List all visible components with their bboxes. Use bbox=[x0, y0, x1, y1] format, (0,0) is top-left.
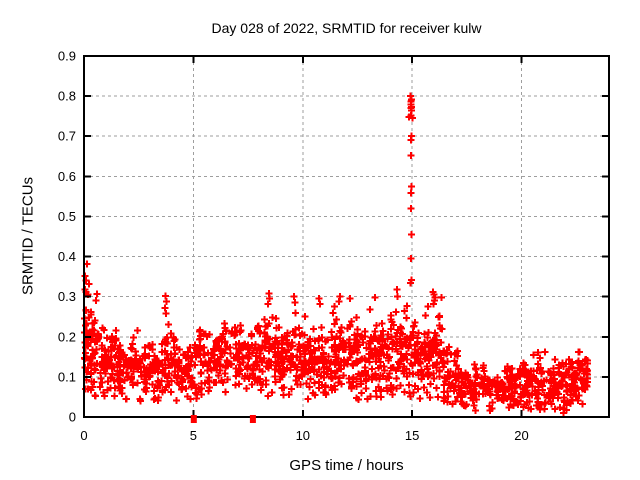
tick-labels: 0 0.1 0.2 0.3 0.4 0.5 0.6 0.7 0.8 0.9 0 5 10 15 20 bbox=[58, 49, 529, 444]
zero-markers bbox=[190, 415, 256, 423]
y-tick-label: 0.5 bbox=[58, 209, 76, 224]
x-tick-label: 0 bbox=[80, 428, 87, 443]
y-tick-label: 0.8 bbox=[58, 89, 76, 104]
chart-title: Day 028 of 2022, SRMTID for receiver kul… bbox=[211, 20, 482, 36]
y-tick-label: 0.1 bbox=[58, 369, 76, 384]
y-tick-label: 0.9 bbox=[58, 49, 76, 64]
y-tick-label: 0.2 bbox=[58, 329, 76, 344]
plot-border bbox=[83, 55, 610, 418]
x-tick-label: 5 bbox=[190, 428, 197, 443]
data-points bbox=[81, 92, 592, 417]
y-tick-label: 0.4 bbox=[58, 249, 76, 264]
x-tick-label: 15 bbox=[405, 428, 419, 443]
x-tick-label: 20 bbox=[514, 428, 528, 443]
x-tick-label: 10 bbox=[296, 428, 310, 443]
y-tick-label: 0.7 bbox=[58, 129, 76, 144]
y-tick-label: 0.3 bbox=[58, 289, 76, 304]
y-tick-label: 0 bbox=[69, 410, 76, 425]
zero-value-marker bbox=[190, 415, 197, 423]
x-axis-label: GPS time / hours bbox=[289, 457, 404, 474]
zero-value-marker bbox=[249, 415, 256, 423]
y-tick-label: 0.6 bbox=[58, 169, 76, 184]
